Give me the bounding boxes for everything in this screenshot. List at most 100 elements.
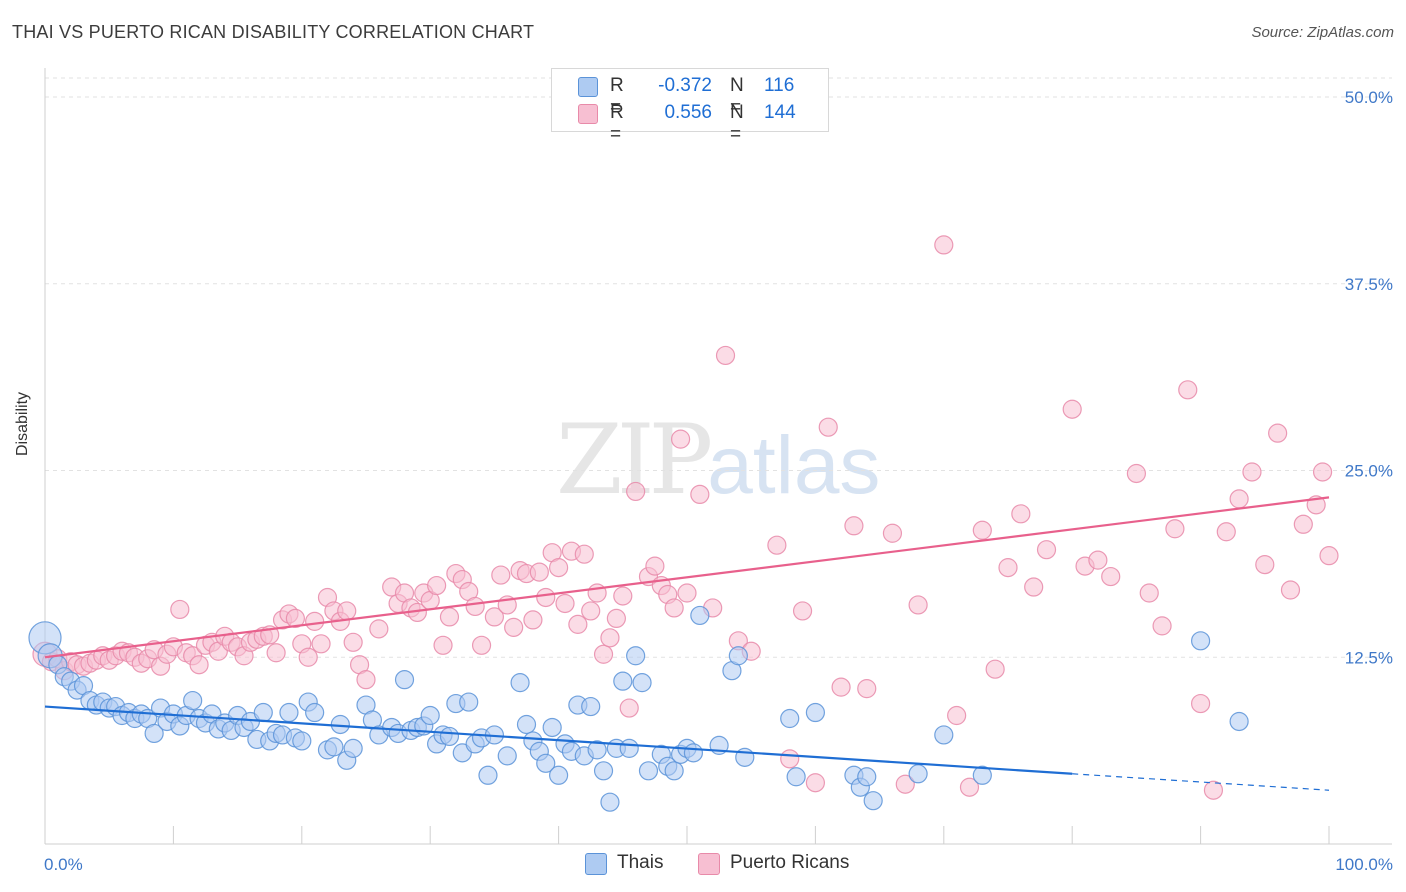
thai-r-label: R = <box>610 75 624 118</box>
pr-point-115 <box>959 777 980 797</box>
pr-point-88 <box>619 698 639 718</box>
pr-point-73 <box>523 610 543 630</box>
thai-point-68 <box>497 746 517 766</box>
thai-point-60 <box>439 726 460 747</box>
thai-point-82 <box>593 761 614 781</box>
pr-point-97 <box>690 484 710 505</box>
pr-point-66 <box>471 635 492 655</box>
thai-point-66 <box>478 765 498 785</box>
pr-point-102 <box>767 535 787 555</box>
pr-point-124 <box>1088 550 1108 570</box>
thai-point-102 <box>786 767 806 787</box>
thai-point-47 <box>343 738 363 758</box>
pr-point-141 <box>1312 462 1333 482</box>
watermark-atlas: atlas <box>707 420 881 511</box>
thai-point-69 <box>510 673 530 693</box>
pr-point-75 <box>536 587 556 608</box>
thai-point-23 <box>183 690 203 711</box>
pr-point-130 <box>1178 380 1198 400</box>
x-tick-label-0: 0.0% <box>44 855 83 874</box>
pr-point-119 <box>1011 504 1031 524</box>
pr-point-70 <box>504 617 524 637</box>
pr-point-108 <box>844 516 864 536</box>
pr-point-91 <box>645 556 665 576</box>
thai-point-44 <box>324 737 344 757</box>
pr-swatch <box>578 104 598 124</box>
pr-point-129 <box>1165 519 1185 539</box>
thai-point-107 <box>863 791 883 811</box>
pr-n-value: 144 <box>764 102 796 123</box>
pr-n-label: N = <box>730 102 744 145</box>
pr-point-142 <box>1319 546 1339 566</box>
thai-point-106 <box>857 767 877 787</box>
pr-point-81 <box>574 544 594 564</box>
pr-point-132 <box>1203 780 1224 800</box>
pr-point-50 <box>356 670 376 690</box>
pr-point-118 <box>998 558 1018 578</box>
pr-point-95 <box>670 429 691 449</box>
thai-point-86 <box>619 738 639 758</box>
pr-point-21 <box>170 599 190 620</box>
pr-point-80 <box>568 614 588 634</box>
pr-point-122 <box>1062 399 1082 419</box>
legend-thais-label: Thais <box>617 852 664 873</box>
thai-point-108 <box>908 764 928 784</box>
pr-point-126 <box>1126 463 1147 484</box>
thai-point-57 <box>420 705 440 726</box>
pr-point-109 <box>857 679 877 699</box>
pr-trend-line <box>44 496 1330 659</box>
pr-point-82 <box>581 601 601 621</box>
thai-point-88 <box>632 673 652 693</box>
pr-point-107 <box>831 677 851 697</box>
thai-point-70 <box>516 714 537 735</box>
thai-point-42 <box>305 702 325 723</box>
thai-point-40 <box>292 731 312 751</box>
pr-point-60 <box>433 635 453 655</box>
pr-point-136 <box>1255 555 1275 575</box>
pr-point-84 <box>593 644 614 664</box>
pr-point-127 <box>1139 583 1159 603</box>
thai-point-96 <box>690 605 710 626</box>
thai-n-value: 116 <box>764 75 795 96</box>
thai-point-109 <box>934 725 954 745</box>
pr-point-99 <box>715 345 736 366</box>
pr-point-43 <box>311 634 331 654</box>
legend-pr-swatch <box>698 853 720 875</box>
chart-title: THAI VS PUERTO RICAN DISABILITY CORRELAT… <box>12 22 535 42</box>
pr-point-96 <box>677 583 697 603</box>
thai-point-110 <box>972 765 992 785</box>
thai-point-17 <box>144 723 164 744</box>
pr-point-86 <box>606 608 626 629</box>
thai-point-63 <box>459 692 479 712</box>
pr-point-87 <box>613 586 633 606</box>
thai-point-75 <box>548 765 569 785</box>
y-tick-label-2: 37.5% <box>1345 275 1393 294</box>
source-credit: Source: ZipAtlas.com <box>1251 24 1394 41</box>
thai-swatch <box>578 77 598 97</box>
thai-point-111 <box>1190 631 1211 651</box>
thai-point-92 <box>664 761 684 781</box>
pr-point-68 <box>491 565 511 585</box>
pr-point-65 <box>465 596 485 617</box>
pr-point-137 <box>1268 423 1288 443</box>
pr-point-135 <box>1242 462 1262 482</box>
thai-point-89 <box>638 761 659 781</box>
pr-point-94 <box>664 598 684 618</box>
thai-point-112 <box>1229 711 1249 732</box>
pr-point-111 <box>895 774 915 794</box>
pr-r-value: 0.556 <box>664 102 712 123</box>
thai-point-95 <box>683 743 704 763</box>
pr-point-110 <box>882 523 903 543</box>
pr-point-103 <box>780 749 800 769</box>
legend-thais-swatch <box>585 853 607 875</box>
pr-point-36 <box>266 643 286 663</box>
thai-r-value: -0.372 <box>658 75 712 96</box>
thai-point-99 <box>728 646 748 666</box>
thai-point-85 <box>613 671 633 691</box>
thai-n-label: N = <box>730 75 744 118</box>
y-tick-label-1: 25.0% <box>1345 462 1393 481</box>
stats-box: R = -0.372 N = 116 R = 0.556 N = 144 <box>551 68 829 145</box>
pr-point-51 <box>369 619 389 639</box>
pr-point-77 <box>548 558 569 578</box>
